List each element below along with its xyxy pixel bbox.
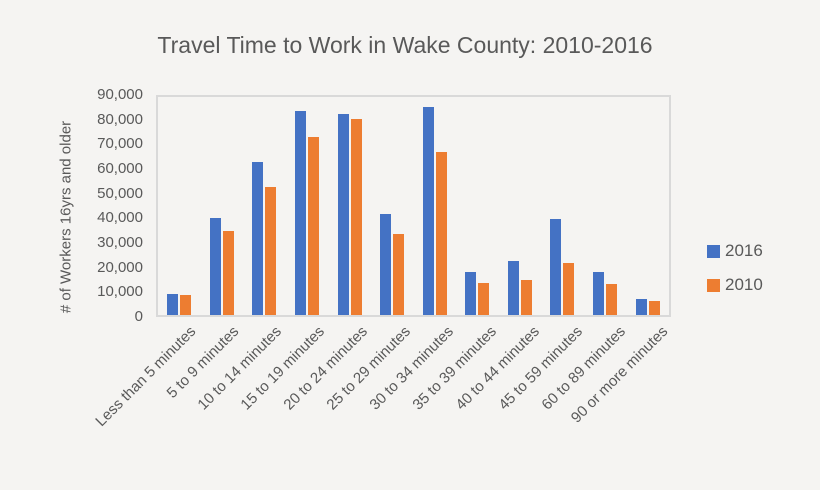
y-axis-title: # of Workers 16yrs and older [57, 120, 75, 314]
y-tick-label-50000: 50,000 [97, 184, 143, 202]
bar-group-4 [286, 97, 329, 315]
bar-2010-2 [222, 231, 234, 315]
chart-title: Travel Time to Work in Wake County: 2010… [157, 32, 653, 58]
bar-group-3 [243, 97, 286, 315]
plot-area [156, 95, 671, 317]
y-tick-label-0: 0 [134, 308, 143, 325]
y-tick-label-80000: 80,000 [97, 110, 143, 128]
bar-2016-3 [252, 162, 264, 315]
y-tick-label-20000: 20,000 [97, 258, 143, 276]
bar-group-11 [584, 97, 627, 315]
bar-2010-8 [478, 283, 490, 315]
bar-2016-9 [507, 261, 519, 315]
bar-group-7 [413, 97, 456, 315]
bar-2010-3 [265, 187, 277, 315]
y-tick-label-30000: 30,000 [97, 234, 143, 251]
bar-2016-5 [337, 114, 349, 315]
legend-swatch-2010 [707, 278, 720, 292]
bar-2010-9 [520, 280, 532, 315]
legend-label-2016: 2016 [725, 241, 763, 260]
bar-2016-1 [167, 294, 179, 315]
legend-swatch-2016 [707, 244, 720, 258]
legend-item-2016: 2016 [707, 241, 763, 261]
bar-2016-4 [295, 111, 307, 315]
bar-2016-10 [550, 219, 562, 315]
y-tick-label-60000: 60,000 [97, 160, 143, 177]
bar-group-12 [626, 97, 669, 315]
bar-2016-7 [422, 107, 434, 315]
legend-label-2010: 2010 [725, 275, 763, 294]
bar-2010-7 [435, 152, 447, 315]
bar-group-2 [201, 97, 244, 315]
legend: 2016 2010 [707, 241, 763, 295]
bar-group-10 [541, 97, 584, 315]
y-tick-label-70000: 70,000 [97, 135, 143, 153]
bar-2010-11 [606, 284, 618, 315]
bar-2016-11 [593, 272, 605, 315]
bar-2016-6 [380, 214, 392, 315]
bar-group-9 [499, 97, 542, 315]
bar-2010-4 [308, 137, 320, 315]
y-tick-label-40000: 40,000 [97, 209, 143, 227]
bar-group-6 [371, 97, 414, 315]
bar-2016-12 [635, 299, 647, 315]
bar-2016-2 [209, 218, 221, 315]
legend-item-2010: 2010 [707, 275, 763, 295]
bar-group-5 [328, 97, 371, 315]
y-tick-label-10000: 10,000 [97, 283, 143, 301]
bar-2010-1 [180, 295, 192, 315]
bar-2010-6 [393, 234, 405, 315]
bar-2010-10 [563, 263, 575, 315]
bar-2010-12 [648, 301, 660, 315]
y-tick-label-90000: 90,000 [97, 86, 143, 103]
bar-group-1 [158, 97, 201, 315]
bar-2016-8 [465, 272, 477, 315]
bar-2010-5 [350, 119, 362, 315]
bar-group-8 [456, 97, 499, 315]
